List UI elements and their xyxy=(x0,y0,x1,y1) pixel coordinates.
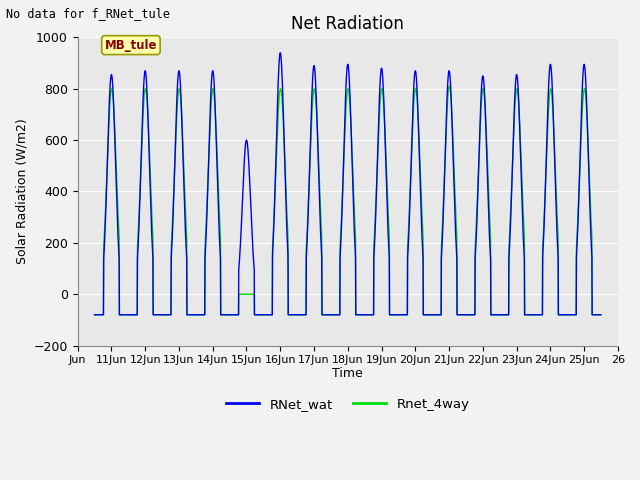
Legend: RNet_wat, Rnet_4way: RNet_wat, Rnet_4way xyxy=(221,393,475,416)
RNet_wat xyxy=(566,312,574,318)
Text: No data for f_RNet_tule: No data for f_RNet_tule xyxy=(6,7,170,20)
Y-axis label: Solar Radiation (W/m2): Solar Radiation (W/m2) xyxy=(15,119,28,264)
Rnet_4way xyxy=(373,175,381,180)
Title: Net Radiation: Net Radiation xyxy=(291,15,404,33)
RNet_wat xyxy=(362,312,370,318)
Rnet_4way xyxy=(566,312,574,318)
Rnet_4way xyxy=(495,312,502,318)
RNet_wat xyxy=(91,312,99,318)
RNet_wat xyxy=(373,168,381,174)
RNet_wat xyxy=(597,312,605,318)
Line: Rnet_4way: Rnet_4way xyxy=(95,86,601,315)
Rnet_4way xyxy=(597,312,605,318)
Rnet_4way xyxy=(445,83,453,89)
Rnet_4way xyxy=(362,312,370,318)
Line: RNet_wat: RNet_wat xyxy=(95,53,601,315)
RNet_wat xyxy=(495,312,502,318)
Text: MB_tule: MB_tule xyxy=(105,38,157,52)
X-axis label: Time: Time xyxy=(332,367,363,380)
Rnet_4way xyxy=(552,192,560,197)
Rnet_4way xyxy=(232,312,239,318)
RNet_wat xyxy=(552,211,560,216)
RNet_wat xyxy=(232,312,239,318)
Rnet_4way xyxy=(91,312,99,318)
RNet_wat xyxy=(276,50,284,56)
